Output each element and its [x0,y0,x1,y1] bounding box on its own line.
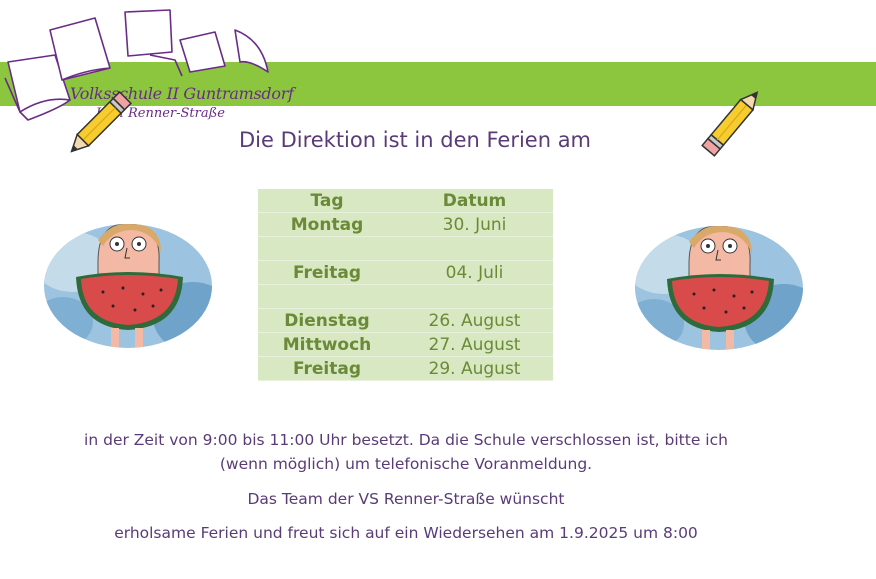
day-cell [258,284,396,309]
date-cell: 29. August [396,356,553,381]
day-cell: Freitag [258,356,396,381]
phone-request-text: (wenn möglich) um telefonische Voranmeld… [219,455,593,473]
school-subtitle: Karl Renner-Straße [96,106,225,121]
date-cell [396,236,553,261]
table-row: Mittwoch 27. August [258,332,553,357]
holiday-schedule-table: Tag Datum Montag 30. Juni Freitag 04. Ju… [258,189,553,381]
table-row: Dienstag 26. August [258,308,553,333]
column-header-datum: Datum [396,189,553,213]
pencil-icon [701,91,759,157]
date-cell [396,284,553,309]
watermelon-child-illustration-left [44,224,212,348]
school-logo: Volksschule II Guntramsdorf Karl Renner-… [0,0,300,135]
page-title: Die Direktion ist in den Ferien am [238,128,592,152]
table-header-row: Tag Datum [258,189,553,213]
table-row [258,236,553,261]
header-band [0,62,876,106]
table-row: Freitag 29. August [258,356,553,381]
date-cell: 26. August [396,308,553,333]
date-cell: 27. August [396,332,553,357]
watermelon-child-illustration-right [635,226,803,350]
closing-text: erholsame Ferien und freut sich auf ein … [114,524,698,542]
book-pages-icon [4,9,269,121]
table-row: Montag 30. Juni [258,212,553,237]
day-cell: Montag [258,212,396,237]
team-greeting-text: Das Team der VS Renner-Straße wünscht [247,490,565,508]
day-cell: Dienstag [258,308,396,333]
table-row [258,284,553,309]
column-header-tag: Tag [258,189,396,213]
pencil-icon [70,90,133,153]
day-cell [258,236,396,261]
day-cell: Freitag [258,260,396,285]
date-cell: 30. Juni [396,212,553,237]
office-hours-text: in der Zeit von 9:00 bis 11:00 Uhr beset… [84,431,728,449]
date-cell: 04. Juli [396,260,553,285]
day-cell: Mittwoch [258,332,396,357]
table-row: Freitag 04. Juli [258,260,553,285]
